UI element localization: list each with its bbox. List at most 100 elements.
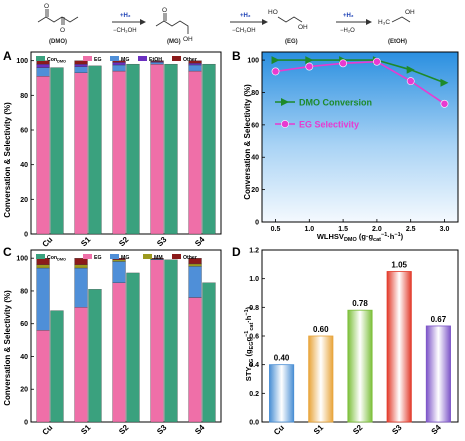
compound-etoh: (EtOH) (388, 39, 407, 45)
y-tick-label: 100 (247, 58, 259, 65)
data-label-s2: 0.78 (352, 299, 368, 308)
y-tick-label: 60 (251, 122, 259, 129)
legend-swatch-mg (110, 254, 119, 259)
bar-mm-cu (36, 264, 50, 269)
x-tick-label: S3 (390, 423, 404, 437)
x-tick-label: S1 (312, 423, 326, 437)
etoh-h3c: H₃C (378, 19, 390, 26)
legend-other: Other (183, 255, 197, 261)
bar-mg-cu (36, 67, 50, 77)
bar-conversion-s2 (126, 63, 140, 235)
y-tick-label: 60 (20, 128, 28, 135)
y-tick-label: 1.0 (249, 276, 259, 283)
compound-mg: (MG) (167, 39, 181, 45)
y-tick-label: 20 (20, 387, 28, 394)
legend-other: Other (183, 57, 197, 63)
bar-mg-s1 (74, 66, 88, 73)
bar-eg-s3 (150, 259, 164, 423)
y-tick-label: 0 (255, 220, 259, 227)
marker-dmo-conversion (406, 65, 415, 74)
marker-eg-selectivity (305, 62, 314, 71)
bar-conversion-s4 (202, 63, 216, 235)
x-tick-label: S2 (351, 423, 365, 437)
x-tick-label: S3 (155, 235, 169, 249)
y-tick-label: 40 (20, 162, 28, 169)
data-label-s4: 0.67 (431, 315, 447, 324)
panel-a-ylabel: Conversation & Selectivity (%) (3, 102, 12, 218)
bar-mm-s1 (74, 264, 88, 269)
step-2-below: −CH₃OH (232, 28, 256, 34)
panel-b-ylabel: Conversation & Selectivity (%) (243, 84, 252, 200)
y-tick-label: 80 (251, 90, 259, 97)
y-tick-label: 0 (24, 232, 28, 239)
y-tick-label: 60 (20, 321, 28, 328)
panel-d: D STYEG (gEGg−1cat·h−1) 0.0 0.2 0.4 0.6 0.8 1… (232, 245, 459, 437)
bar-other-s3 (150, 60, 164, 62)
marker-eg-selectivity (440, 99, 449, 108)
x-tick-label: 2.5 (406, 226, 416, 233)
panel-d-plot: 0.0 0.2 0.4 0.6 0.8 1.0 1.2 0.40 Cu 0.60 S1 0.78 S2 1… (249, 248, 451, 437)
bar-mg-s2 (112, 64, 126, 72)
panel-b: B Conversation & Selectivity (%) 0 20 40 60… (232, 49, 459, 243)
dmo-structure (37, 9, 79, 25)
bar-other-s2 (112, 258, 126, 260)
legend-label-0: DMO Conversion (299, 98, 372, 108)
series-line-0 (275, 59, 445, 84)
legend-mm: MM (154, 255, 163, 261)
y-tick-label: 20 (20, 197, 28, 204)
x-tick-label: S3 (155, 423, 169, 437)
bar-eg-s1 (74, 72, 88, 235)
step-1-below: −CH₃OH (113, 28, 137, 34)
panel-b-letter: B (232, 49, 241, 63)
legend-eg: EG (94, 57, 102, 63)
bar-conversion-s1 (88, 289, 102, 423)
panel-c-frame (30, 249, 222, 423)
bar-eg-s2 (112, 70, 126, 235)
y-tick-label: 100 (16, 58, 28, 65)
legend-swatch-eg (83, 254, 92, 259)
x-tick-label: 3.0 (440, 226, 450, 233)
x-tick-label: Cu (272, 423, 286, 437)
series-line-1 (275, 60, 445, 105)
y-tick-label: 0.8 (249, 305, 259, 312)
y-tick-label: 0 (24, 420, 28, 427)
legend-marker-0 (281, 98, 289, 106)
panel-c-letter: C (3, 245, 12, 259)
x-tick-label: 2.0 (372, 226, 382, 233)
data-label-s1: 0.60 (313, 325, 329, 334)
dmo-o-bottom: O (60, 27, 65, 34)
bar-other-s4 (188, 258, 202, 265)
step-3-above: +H₂ (343, 13, 354, 19)
bar-conversion-s3 (164, 259, 178, 423)
panel-b-frame (261, 51, 459, 223)
legend-mg: MG (121, 255, 129, 261)
bar-sty-s4 (425, 325, 451, 423)
x-tick-label: S4 (193, 423, 207, 437)
bar-eg-s3 (150, 63, 164, 235)
marker-dmo-conversion (440, 78, 449, 87)
x-tick-label: S4 (430, 423, 444, 437)
x-tick-label: 1.5 (338, 226, 348, 233)
panel-c: C Conversation & Selectivity (%) 0 20 40 60… (3, 245, 222, 437)
mg-o: O (162, 7, 167, 14)
bar-eg-cu (36, 76, 50, 235)
bar-conversion-s1 (88, 65, 102, 235)
mg-oh: OH (183, 36, 193, 43)
legend-swatch-eg (83, 56, 92, 61)
compound-dmo: (DMO) (49, 39, 67, 45)
data-label-s3: 1.05 (391, 261, 407, 270)
bar-eg-s4 (188, 297, 202, 423)
legend-label-1: EG Selectivity (299, 120, 359, 130)
legend-swatch-etoh (138, 56, 147, 61)
y-tick-label: 0.6 (249, 334, 259, 341)
y-tick-label: 0.2 (249, 391, 259, 398)
eg-structure (277, 16, 303, 23)
bar-sty-cu (269, 364, 295, 423)
bar-mg-s2 (112, 261, 126, 283)
panel-d-ylabel: STYEG (gEGg−1cat·h−1) (244, 306, 255, 381)
bar-etoh-s4 (188, 63, 202, 66)
bar-sty-s2 (347, 309, 373, 423)
legend-swatch-con (36, 56, 45, 61)
bar-conversion-s4 (202, 282, 216, 423)
